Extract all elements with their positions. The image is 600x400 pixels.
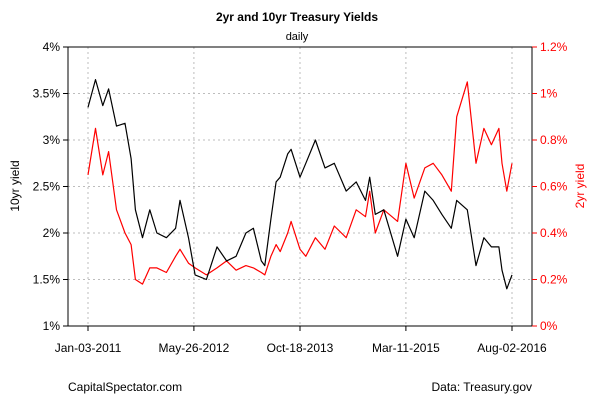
series-line-2yr-yield: [87, 81, 513, 285]
x-axis-tick-label: Oct-18-2013: [267, 341, 334, 355]
left-axis: 1% 1.5% 2% 2.5% 3% 3.5% 4%: [33, 40, 68, 333]
x-axis: Jan-03-2011 May-26-2012 Oct-18-2013 Mar-11-…: [55, 326, 547, 355]
right-axis-tick-label: 1.2%: [540, 40, 568, 54]
left-axis-tick-label: 2%: [43, 226, 61, 240]
left-axis-tick-label: 3%: [43, 133, 61, 147]
right-axis-tick-label: 0.8%: [540, 133, 568, 147]
left-axis-tick-label: 3.5%: [33, 87, 61, 101]
footer-left-credit: CapitalSpectator.com: [68, 380, 182, 394]
right-axis-tick-label: 0.4%: [540, 226, 568, 240]
right-axis-tick-label: 0.2%: [540, 273, 568, 287]
x-axis-tick-label: May-26-2012: [159, 341, 230, 355]
left-axis-tick-label: 1%: [43, 319, 61, 333]
x-axis-tick-label: Jan-03-2011: [55, 341, 122, 355]
series-layer: [87, 78, 513, 290]
right-axis-tick-label: 1%: [540, 87, 558, 101]
x-axis-tick-label: Aug-02-2016: [477, 341, 547, 355]
right-axis: 0% 0.2% 0.4% 0.6% 0.8% 1% 1.2%: [532, 40, 568, 333]
series-line-10yr-yield: [87, 78, 513, 290]
right-axis-label: 2yr yield: [573, 164, 587, 209]
grid: [68, 46, 532, 327]
right-axis-tick-label: 0%: [540, 319, 558, 333]
left-axis-tick-label: 1.5%: [33, 273, 61, 287]
right-axis-tick-label: 0.6%: [540, 180, 568, 194]
left-axis-tick-label: 2.5%: [33, 180, 61, 194]
chart-title: 2yr and 10yr Treasury Yields: [216, 10, 378, 24]
left-axis-label: 10yr yield: [8, 160, 22, 211]
left-axis-tick-label: 4%: [43, 40, 61, 54]
x-axis-tick-label: Mar-11-2015: [372, 341, 440, 355]
chart-subtitle: daily: [286, 31, 309, 43]
footer-right-credit: Data: Treasury.gov: [432, 380, 533, 394]
